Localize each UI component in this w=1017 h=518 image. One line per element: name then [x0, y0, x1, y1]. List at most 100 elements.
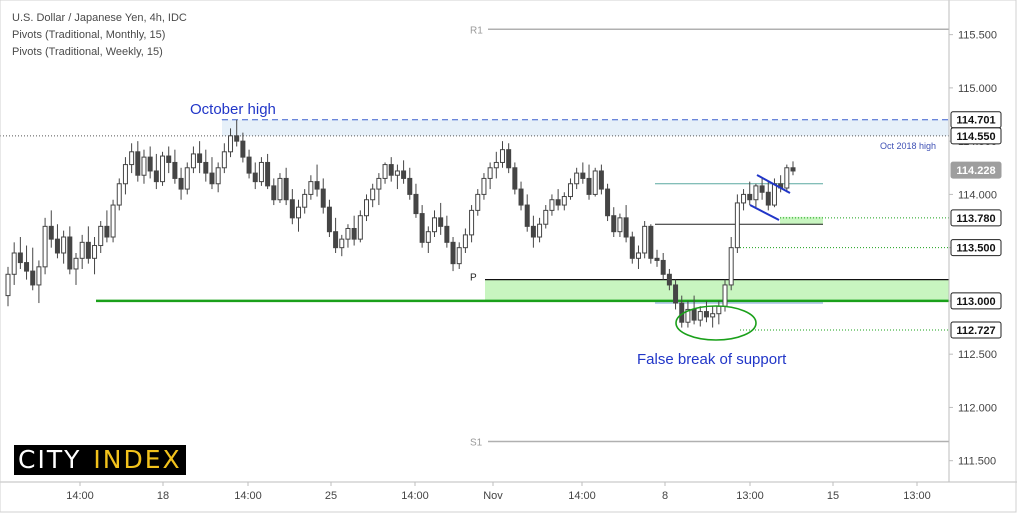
candle-body — [160, 155, 166, 183]
candle-76 — [475, 189, 481, 216]
annotation-false-break: False break of support — [637, 351, 787, 368]
candle-body — [110, 204, 116, 238]
candle-body — [487, 167, 493, 179]
candle-101 — [629, 231, 635, 264]
candle-body — [530, 225, 536, 238]
candle-69 — [431, 210, 437, 238]
candle-45 — [283, 167, 289, 206]
candle-83 — [518, 181, 524, 211]
candle-106 — [660, 252, 666, 280]
candle-28 — [178, 167, 184, 200]
price-badge-label: 114.550 — [956, 131, 995, 143]
candle-57 — [357, 210, 363, 243]
candle-86 — [537, 217, 543, 243]
candle-body — [413, 193, 419, 215]
candle-6 — [42, 217, 48, 275]
candle-56 — [351, 215, 357, 246]
october-high-zone — [222, 119, 949, 136]
candle-body — [598, 170, 604, 190]
candle-40 — [252, 162, 258, 190]
candle-body — [642, 225, 648, 254]
indicator-pivots-monthly[interactable]: Pivots (Traditional, Monthly, 15) — [12, 29, 166, 41]
candle-body — [283, 177, 289, 201]
candle-body — [555, 199, 561, 206]
candle-73 — [456, 242, 462, 269]
candle-body — [580, 172, 586, 179]
candle-body — [710, 313, 716, 318]
candle-body — [475, 193, 481, 211]
candle-68 — [425, 226, 431, 253]
x-tick-label-3: 25 — [325, 490, 337, 502]
candle-body — [246, 156, 252, 174]
candle-body — [629, 236, 635, 259]
candle-body — [73, 257, 79, 270]
candle-95 — [592, 167, 598, 197]
candle-body — [512, 167, 518, 190]
price-badge-label: 114.228 — [956, 165, 995, 177]
price-badge-box — [950, 239, 1002, 257]
candle-body — [333, 231, 339, 249]
candle-85 — [530, 215, 536, 248]
candle-118 — [734, 194, 740, 253]
candle-body — [444, 225, 450, 243]
candle-body — [129, 151, 135, 166]
candle-13 — [85, 226, 91, 264]
candle-29 — [184, 162, 190, 195]
candle-10 — [67, 226, 73, 275]
candle-body — [741, 193, 747, 204]
candle-body — [364, 199, 370, 217]
candle-34 — [215, 162, 221, 193]
candle-body — [456, 247, 462, 265]
candle-body — [357, 215, 363, 240]
x-tick-label-6: 14:00 — [568, 490, 596, 502]
candle-body — [419, 213, 425, 243]
candle-body — [314, 181, 320, 190]
candle-body — [320, 188, 326, 208]
price-badge-label: 112.727 — [956, 325, 995, 337]
candle-91 — [567, 178, 573, 200]
candle-body — [561, 196, 567, 206]
price-badge-box — [950, 321, 1002, 339]
candle-72 — [450, 237, 456, 272]
candle-35 — [221, 143, 227, 174]
x-tick-label-5: Nov — [483, 490, 503, 502]
candle-53 — [333, 217, 339, 253]
candle-body — [67, 236, 73, 270]
pivot-s1-label: S1 — [470, 438, 483, 449]
candle-body — [697, 311, 703, 321]
candle-body — [617, 217, 623, 233]
candle-26 — [166, 146, 172, 174]
candle-body — [660, 259, 666, 275]
candle-body — [549, 199, 555, 211]
candle-body — [79, 241, 85, 259]
indicator-pivots-weekly[interactable]: Pivots (Traditional, Weekly, 15) — [12, 46, 163, 58]
candle-body — [197, 153, 203, 163]
candle-body — [17, 252, 23, 264]
candle-body — [122, 164, 128, 185]
candle-body — [277, 177, 283, 201]
candle-22 — [141, 149, 147, 184]
candle-23 — [147, 146, 153, 179]
candle-body — [252, 172, 258, 183]
candle-110 — [685, 300, 691, 328]
candle-body — [450, 241, 456, 265]
price-badge-4: 113.500 — [950, 239, 1002, 257]
x-tick-label-7: 8 — [662, 490, 668, 502]
candle-66 — [413, 183, 419, 218]
candle-102 — [635, 245, 641, 269]
candle-body — [728, 247, 734, 286]
annotation-october-high: October high — [190, 101, 276, 118]
candle-31 — [197, 141, 203, 174]
candle-99 — [617, 213, 623, 238]
candle-body — [209, 172, 215, 185]
candle-body — [462, 234, 468, 249]
candle-59 — [370, 183, 376, 208]
candle-24 — [153, 153, 159, 190]
candle-71 — [444, 215, 450, 248]
candle-123 — [765, 181, 771, 211]
candle-body — [790, 167, 796, 172]
candle-82 — [512, 162, 518, 195]
